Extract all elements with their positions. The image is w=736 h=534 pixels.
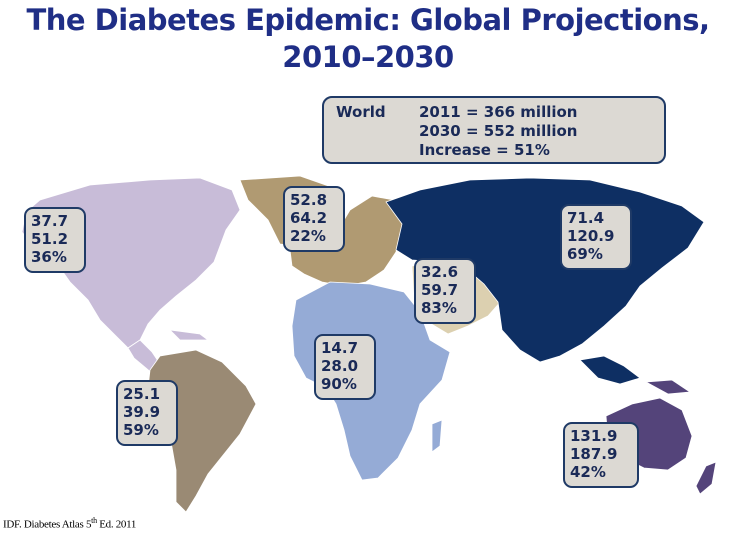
box-middle-east: 32.6 59.7 83%: [414, 258, 476, 324]
europe-2011: 52.8: [290, 191, 328, 209]
middle-east-2030: 59.7: [421, 281, 459, 299]
source-sup: th: [91, 516, 97, 525]
source-prefix: IDF. Diabetes Atlas 5: [3, 518, 92, 531]
europe-2030: 64.2: [290, 209, 328, 227]
box-europe: 52.8 64.2 22%: [283, 186, 345, 252]
world-2011: 2011 = 366 million: [419, 103, 578, 121]
box-africa: 14.7 28.0 90%: [314, 334, 376, 400]
world-figures: 2011 = 366 million 2030 = 552 million In…: [419, 103, 577, 160]
asia-2030: 120.9: [567, 227, 615, 245]
north-america-2030: 51.2: [31, 230, 69, 248]
oceania-increase: 42%: [570, 463, 606, 481]
south-america-2030: 39.9: [123, 403, 161, 421]
slide-title: The Diabetes Epidemic: Global Projection…: [0, 2, 736, 76]
region-caribbean: [168, 329, 210, 341]
europe-increase: 22%: [290, 227, 326, 245]
asia-2011: 71.4: [567, 209, 605, 227]
world-2030: 2030 = 552 million: [419, 122, 578, 140]
box-oceania: 131.9 187.9 42%: [563, 422, 639, 488]
source-citation: IDF. Diabetes Atlas 5th Ed. 2011: [3, 516, 136, 531]
title-line-2: 2010–2030: [282, 40, 454, 74]
region-new-zealand: [695, 461, 717, 495]
africa-2030: 28.0: [321, 357, 359, 375]
box-asia: 71.4 120.9 69%: [560, 204, 632, 270]
south-america-2011: 25.1: [123, 385, 161, 403]
source-suffix: Ed. 2011: [96, 518, 137, 531]
box-north-america: 37.7 51.2 36%: [24, 207, 86, 273]
middle-east-2011: 32.6: [421, 263, 459, 281]
africa-2011: 14.7: [321, 339, 359, 357]
region-madagascar: [431, 419, 443, 453]
box-south-america: 25.1 39.9 59%: [116, 380, 178, 446]
africa-increase: 90%: [321, 375, 357, 393]
north-america-increase: 36%: [31, 248, 67, 266]
north-america-2011: 37.7: [31, 212, 69, 230]
world-increase: Increase = 51%: [419, 141, 550, 159]
asia-increase: 69%: [567, 245, 603, 263]
world-label: World: [336, 103, 386, 121]
region-se-asia-islands: [579, 355, 641, 385]
title-line-1: The Diabetes Epidemic: Global Projection…: [26, 3, 710, 37]
middle-east-increase: 83%: [421, 299, 457, 317]
oceania-2011: 131.9: [570, 427, 618, 445]
world-summary-box: World 2011 = 366 million 2030 = 552 mill…: [322, 96, 666, 164]
south-america-increase: 59%: [123, 421, 159, 439]
region-papua: [644, 379, 692, 395]
oceania-2030: 187.9: [570, 445, 618, 463]
